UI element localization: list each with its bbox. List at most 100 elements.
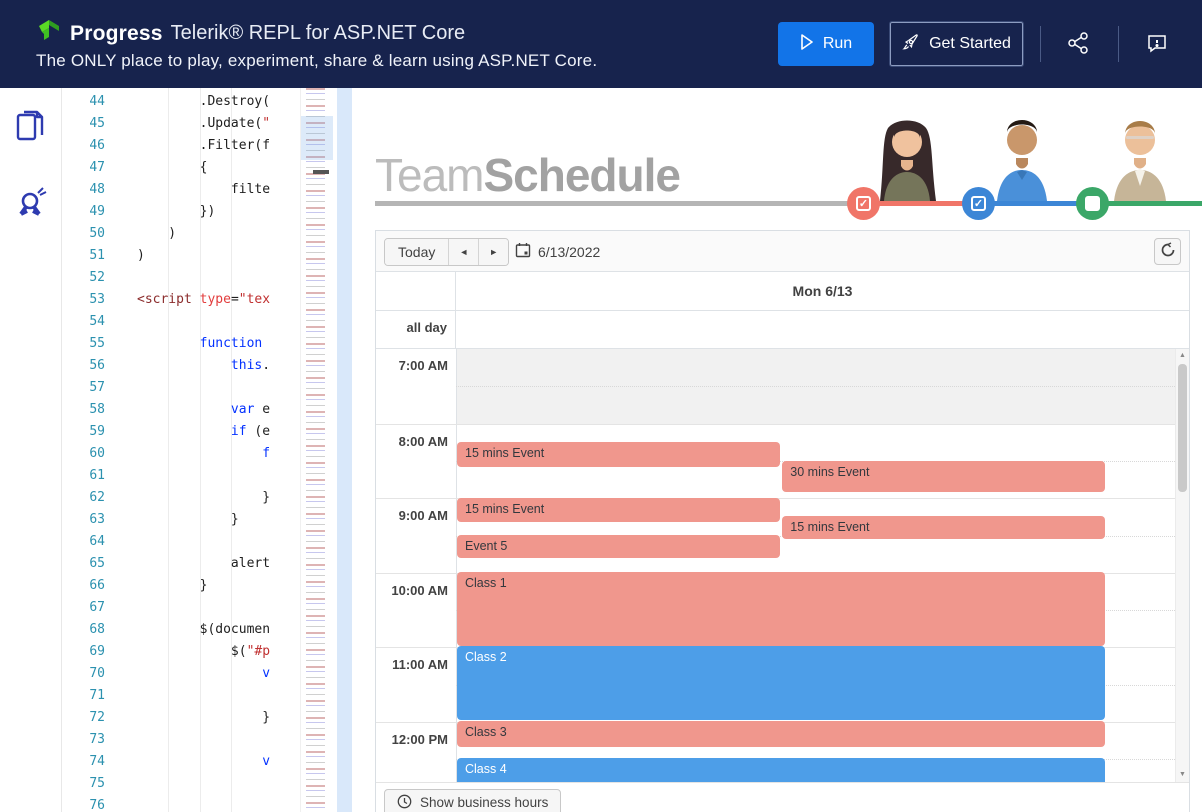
code-line[interactable]: 74 v (62, 751, 337, 773)
code-line[interactable]: 73 (62, 729, 337, 751)
minimap-viewport[interactable] (301, 116, 333, 160)
code-line[interactable]: 56 this. (62, 355, 337, 377)
feedback-button[interactable] (1143, 30, 1171, 58)
scheduler-event[interactable]: 15 mins Event (457, 498, 780, 522)
code-line[interactable]: 70 v (62, 663, 337, 685)
half-hour-line (456, 386, 1189, 388)
code-line[interactable]: 49 }) (62, 201, 337, 223)
code-line[interactable]: 75 (62, 773, 337, 795)
scheduler-event[interactable]: Class 2 (457, 646, 1105, 720)
code-line[interactable]: 65 alert (62, 553, 337, 575)
code-line[interactable]: 62 } (62, 487, 337, 509)
line-text: .Filter(f (137, 138, 271, 153)
share-button[interactable] (1064, 30, 1092, 58)
pane-splitter[interactable] (337, 88, 352, 812)
feedback-icon (1145, 34, 1169, 58)
scheduler-event[interactable]: Class 4 (457, 758, 1105, 782)
code-line[interactable]: 44 .Destroy( (62, 91, 337, 113)
line-text: .Destroy( (137, 94, 271, 109)
all-day-label: all day (376, 311, 456, 348)
line-text (114, 773, 137, 795)
scheduler-event[interactable]: 30 mins Event (782, 461, 1105, 492)
code-line[interactable]: 72 } (62, 707, 337, 729)
line-text: .Update(" (137, 116, 271, 131)
scheduler-event[interactable]: Class 1 (457, 572, 1105, 646)
resource-checkbox-green[interactable] (1076, 187, 1109, 220)
code-line[interactable]: 60 f (62, 443, 337, 465)
hour-cell[interactable] (456, 722, 1189, 782)
scheduler-event[interactable]: 15 mins Event (782, 516, 1105, 539)
code-line[interactable]: 54 (62, 311, 337, 333)
code-line[interactable]: 47 { (62, 157, 337, 179)
code-line[interactable]: 50 ) (62, 223, 337, 245)
time-label: 10:00 AM (391, 582, 448, 598)
time-label: 9:00 AM (398, 508, 448, 523)
refresh-button[interactable] (1154, 238, 1181, 265)
line-number: 69 (89, 644, 105, 659)
next-day-button[interactable]: ► (479, 239, 509, 265)
resource-checkbox-red[interactable]: ✓ (847, 187, 880, 220)
line-number: 75 (89, 776, 105, 791)
code-line[interactable]: 46 .Filter(f (62, 135, 337, 157)
code-line[interactable]: 66 } (62, 575, 337, 597)
scroll-down-arrow[interactable]: ▼ (1179, 771, 1186, 778)
resource-checkbox-blue[interactable]: ✓ (962, 187, 995, 220)
minimap-slider[interactable] (313, 170, 329, 174)
code-line[interactable]: 76 (62, 795, 337, 812)
code-editor[interactable]: 44 .Destroy(45 .Update(" 46 .Filter(f 47 {… (62, 88, 337, 812)
scroll-thumb[interactable] (1178, 364, 1187, 492)
code-line[interactable]: 64 (62, 531, 337, 553)
line-number: 63 (89, 512, 105, 527)
collaborate-icon[interactable] (15, 184, 47, 220)
code-line[interactable]: 45 .Update(" (62, 113, 337, 135)
code-line[interactable]: 48 filte (62, 179, 337, 201)
scheduler-event[interactable]: Event 5 (457, 535, 780, 558)
brand-product: Telerik® REPL for ASP.NET Core (170, 22, 466, 44)
scheduler-grid[interactable]: 7:00 AM 8:00 AM 9:00 AM 10:00 AM 11:00 AM 12:… (376, 349, 1189, 782)
line-number: 74 (89, 754, 105, 769)
code-line[interactable]: 63 } (62, 509, 337, 531)
line-number: 71 (89, 688, 105, 703)
line-number: 47 (89, 160, 105, 175)
line-number: 76 (89, 798, 105, 812)
code-line[interactable]: 59 if (e (62, 421, 337, 443)
scheduler-scrollbar[interactable]: ▲ ▼ (1175, 349, 1189, 782)
code-line[interactable]: 51) (62, 245, 337, 267)
code-line[interactable]: 52 (62, 267, 337, 289)
all-day-cell[interactable] (456, 311, 1189, 348)
scroll-up-arrow[interactable]: ▲ (1179, 352, 1186, 359)
get-started-button[interactable]: Get Started (889, 21, 1024, 67)
code-line[interactable]: 68 $(documen (62, 619, 337, 641)
refresh-icon (1160, 242, 1176, 261)
line-text: } (137, 578, 208, 593)
all-day-row[interactable]: all day (376, 311, 1189, 349)
scheduler-toolbar: Today ◄ ► 6/13/2022 (376, 231, 1189, 272)
copy-snippet-icon[interactable] (15, 108, 47, 144)
line-text: this. (230, 358, 271, 373)
time-label: 8:00 AM (398, 433, 448, 449)
current-date: 6/13/2022 (538, 243, 601, 260)
code-line[interactable]: 58 var e (62, 399, 337, 421)
date-picker-button[interactable]: 6/13/2022 (515, 238, 600, 265)
prev-day-button[interactable]: ◄ (449, 239, 480, 265)
progress-logo-icon (36, 18, 62, 49)
code-line[interactable]: 69 $("#p (62, 641, 337, 663)
code-line[interactable]: 71 (62, 685, 337, 707)
show-business-hours-button[interactable]: Show business hours (384, 789, 562, 812)
scheduler-event[interactable]: Class 3 (457, 721, 1105, 747)
line-text: v (262, 754, 271, 769)
today-button[interactable]: Today (385, 239, 450, 265)
time-label: 11:00 AM (392, 657, 448, 672)
code-line[interactable]: 61 (62, 465, 337, 487)
line-number: 72 (89, 710, 105, 725)
run-button[interactable]: Run (778, 22, 874, 66)
code-line[interactable]: 55 function (62, 333, 337, 355)
code-line[interactable]: 57 (62, 377, 337, 399)
code-line[interactable]: 67 (62, 597, 337, 619)
clock-icon (397, 794, 412, 812)
hour-row[interactable]: 7:00 AM (376, 349, 1189, 424)
editor-minimap[interactable] (300, 88, 333, 812)
line-text: filte (137, 182, 271, 197)
scheduler-event[interactable]: 15 mins Event (457, 442, 780, 467)
code-line[interactable]: 53 <script type="tex (62, 289, 337, 311)
